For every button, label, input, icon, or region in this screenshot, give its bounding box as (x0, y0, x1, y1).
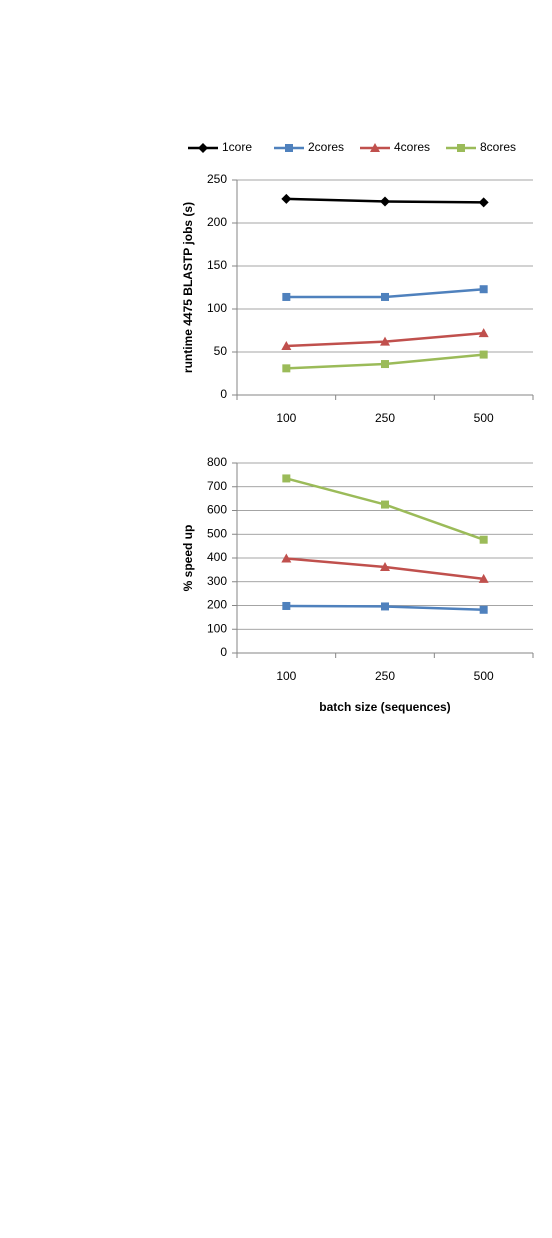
marker (478, 328, 489, 338)
y-tick-label: 150 (207, 258, 227, 272)
marker (479, 535, 488, 544)
marker (479, 285, 488, 294)
y-tick-label: 0 (220, 387, 227, 401)
marker (380, 196, 390, 207)
y-tick-label: 800 (207, 455, 227, 469)
y-tick-label: 250 (207, 172, 227, 186)
series-line (286, 477, 485, 541)
x-tick-label: 100 (276, 669, 296, 683)
marker (282, 601, 291, 610)
marker (381, 602, 389, 611)
marker (478, 573, 489, 583)
x-tick-label: 500 (474, 411, 494, 425)
legend-label: 1core (222, 140, 252, 154)
marker (198, 143, 208, 153)
y-tick-label: 300 (207, 574, 227, 588)
y-axis-label: runtime 4475 BLASTP jobs (s) (181, 202, 195, 373)
marker (370, 143, 380, 152)
marker (381, 292, 389, 301)
y-tick-label: 400 (207, 550, 227, 564)
legend-label: 4cores (394, 140, 430, 154)
y-tick-label: 600 (207, 503, 227, 517)
y-tick-label: 100 (207, 621, 227, 635)
y-axis-label: % speed up (181, 525, 195, 592)
y-tick-label: 700 (207, 479, 227, 493)
marker (479, 605, 488, 614)
y-tick-label: 200 (207, 598, 227, 612)
marker (478, 197, 489, 208)
x-axis-label: batch size (sequences) (319, 700, 450, 714)
y-tick-label: 500 (207, 526, 227, 540)
marker (281, 193, 292, 204)
x-tick-label: 100 (276, 411, 296, 425)
marker (457, 144, 465, 152)
marker (281, 553, 292, 563)
marker (285, 144, 293, 152)
marker (282, 292, 291, 301)
y-tick-label: 100 (207, 301, 227, 315)
x-tick-label: 250 (375, 411, 395, 425)
marker (381, 360, 389, 369)
marker (282, 364, 291, 373)
legend-label: 8cores (480, 140, 516, 154)
marker (281, 340, 292, 350)
y-tick-label: 200 (207, 215, 227, 229)
y-tick-label: 50 (214, 344, 228, 358)
marker (380, 336, 390, 346)
x-tick-label: 250 (375, 669, 395, 683)
marker (479, 350, 488, 359)
x-tick-label: 500 (474, 669, 494, 683)
y-tick-label: 0 (220, 645, 227, 659)
marker (380, 562, 390, 572)
legend-label: 2cores (308, 140, 344, 154)
marker (282, 474, 291, 483)
marker (381, 500, 389, 509)
